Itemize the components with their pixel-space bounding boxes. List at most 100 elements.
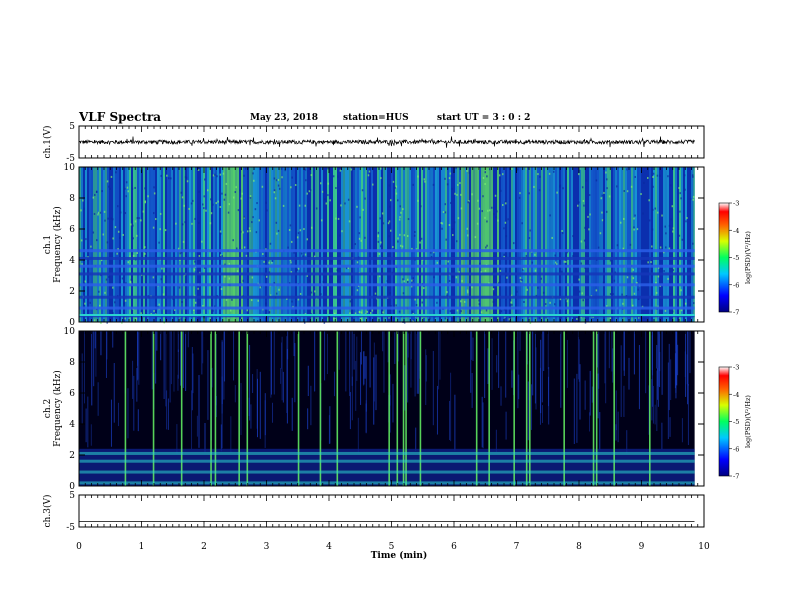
impulsive-line	[210, 331, 212, 486]
spectrogram-speckle	[595, 289, 598, 292]
spectrogram-streak	[173, 331, 175, 392]
spectrogram-streak	[287, 331, 289, 360]
spectrogram-speckle	[588, 194, 591, 197]
spectrogram-column	[93, 167, 95, 322]
spectrogram-speckle	[93, 319, 96, 322]
spectrogram-speckle	[522, 268, 525, 271]
spectrogram-speckle	[289, 224, 292, 227]
spectrogram-speckle	[111, 218, 114, 221]
spectrogram-streak	[415, 427, 417, 451]
spectrogram-column	[281, 167, 283, 322]
spectrogram-speckle	[225, 182, 228, 185]
spectrogram-speckle	[197, 168, 200, 171]
spectrogram-streak	[356, 336, 358, 381]
impulsive-line	[388, 331, 390, 486]
spectrogram-speckle	[663, 270, 665, 273]
colorbar-tick-label: -5	[733, 418, 739, 426]
ch1-spectrogram-ylabel: ch.1	[43, 235, 53, 254]
spectrogram-speckle	[605, 305, 608, 308]
spectrogram-speckle	[116, 252, 118, 255]
spectrogram-speckle	[180, 191, 183, 194]
spectrogram-speckle	[451, 187, 453, 190]
spectrogram-speckle	[512, 242, 515, 245]
spectrogram-speckle	[665, 246, 667, 249]
spectrogram-speckle	[366, 310, 368, 313]
spectrogram-speckle	[90, 245, 92, 248]
spectrogram-speckle	[84, 302, 86, 305]
spectrogram-speckle	[100, 321, 102, 324]
spectrogram-streak	[670, 359, 672, 401]
ytick-label: 0	[69, 318, 75, 328]
impulsive-line	[124, 331, 127, 486]
spectrogram-speckle	[406, 235, 409, 238]
spectrogram-streak	[389, 395, 391, 433]
spectrogram-streak	[591, 386, 593, 403]
spectrogram-speckle	[395, 185, 398, 188]
spectrogram-speckle	[561, 232, 564, 235]
spectrogram-speckle	[622, 302, 624, 305]
spectrogram-column	[153, 167, 155, 322]
spectrogram-streak	[667, 362, 669, 439]
spectrogram-column	[663, 167, 665, 322]
spectrogram-column	[631, 167, 633, 322]
spectrogram-speckle	[522, 268, 524, 271]
spectrogram-speckle	[323, 190, 325, 193]
horizontal-band	[79, 283, 695, 287]
spectrogram-column	[449, 167, 451, 322]
spectrogram-speckle	[281, 176, 283, 179]
spectrogram-speckle	[444, 177, 446, 180]
spectrogram-speckle	[488, 168, 491, 171]
spectrogram-speckle	[651, 245, 653, 248]
spectrogram-speckle	[198, 254, 201, 257]
colorbar-tick-label: -6	[733, 445, 739, 453]
spectrogram-streak	[326, 333, 328, 375]
spectrogram-speckle	[652, 185, 654, 188]
spectrogram-speckle	[498, 174, 501, 177]
colorbar-tick-label: -7	[733, 473, 739, 481]
spectrogram-streak	[482, 402, 484, 449]
spectrogram-speckle	[387, 222, 390, 225]
spectrogram-column	[605, 167, 607, 322]
ch1-waveform-yticks: 5 -5	[66, 122, 704, 164]
spectrogram-streak	[419, 331, 421, 379]
spectrogram-speckle	[303, 228, 305, 231]
spectrogram-column	[549, 167, 551, 322]
spectrogram-streak	[133, 375, 135, 431]
spectrogram-speckle	[603, 219, 605, 222]
spectrogram-speckle	[580, 240, 583, 243]
spectrogram-speckle	[531, 261, 534, 264]
spectrogram-speckle	[164, 229, 167, 232]
spectrogram-speckle	[97, 213, 99, 216]
spectrogram-speckle	[442, 210, 445, 213]
spectrogram-speckle	[348, 220, 351, 223]
spectrogram-speckle	[572, 235, 574, 238]
spectrogram-column	[433, 167, 435, 322]
spectrogram-speckle	[194, 260, 196, 263]
spectrogram-speckle	[458, 271, 460, 274]
spectrogram-speckle	[201, 240, 203, 243]
spectrogram-speckle	[125, 195, 127, 198]
spectrogram-speckle	[136, 217, 139, 220]
spectrogram-streak	[375, 354, 377, 411]
spectrogram-column	[441, 167, 443, 322]
spectrogram-speckle	[175, 222, 177, 225]
spectrogram-speckle	[477, 199, 479, 202]
spectrogram-speckle	[335, 217, 337, 220]
spectrogram-column	[507, 167, 509, 322]
spectrogram-column	[665, 167, 667, 322]
spectrogram-speckle	[286, 297, 288, 300]
spectrogram-speckle	[81, 263, 83, 266]
spectrogram-column	[583, 167, 585, 322]
spectrogram-column	[471, 167, 473, 322]
spectrogram-streak	[532, 331, 534, 396]
spectrogram-speckle	[243, 246, 246, 249]
spectrogram-column	[245, 167, 247, 322]
spectrogram-speckle	[329, 199, 331, 202]
spectrogram-speckle	[689, 304, 691, 307]
spectrogram-speckle	[537, 173, 539, 176]
spectrogram-speckle	[559, 298, 562, 301]
spectrogram-speckle	[502, 204, 504, 207]
spectrogram-speckle	[354, 243, 357, 246]
spectrogram-speckle	[124, 317, 126, 320]
spectrogram-speckle	[456, 309, 459, 312]
